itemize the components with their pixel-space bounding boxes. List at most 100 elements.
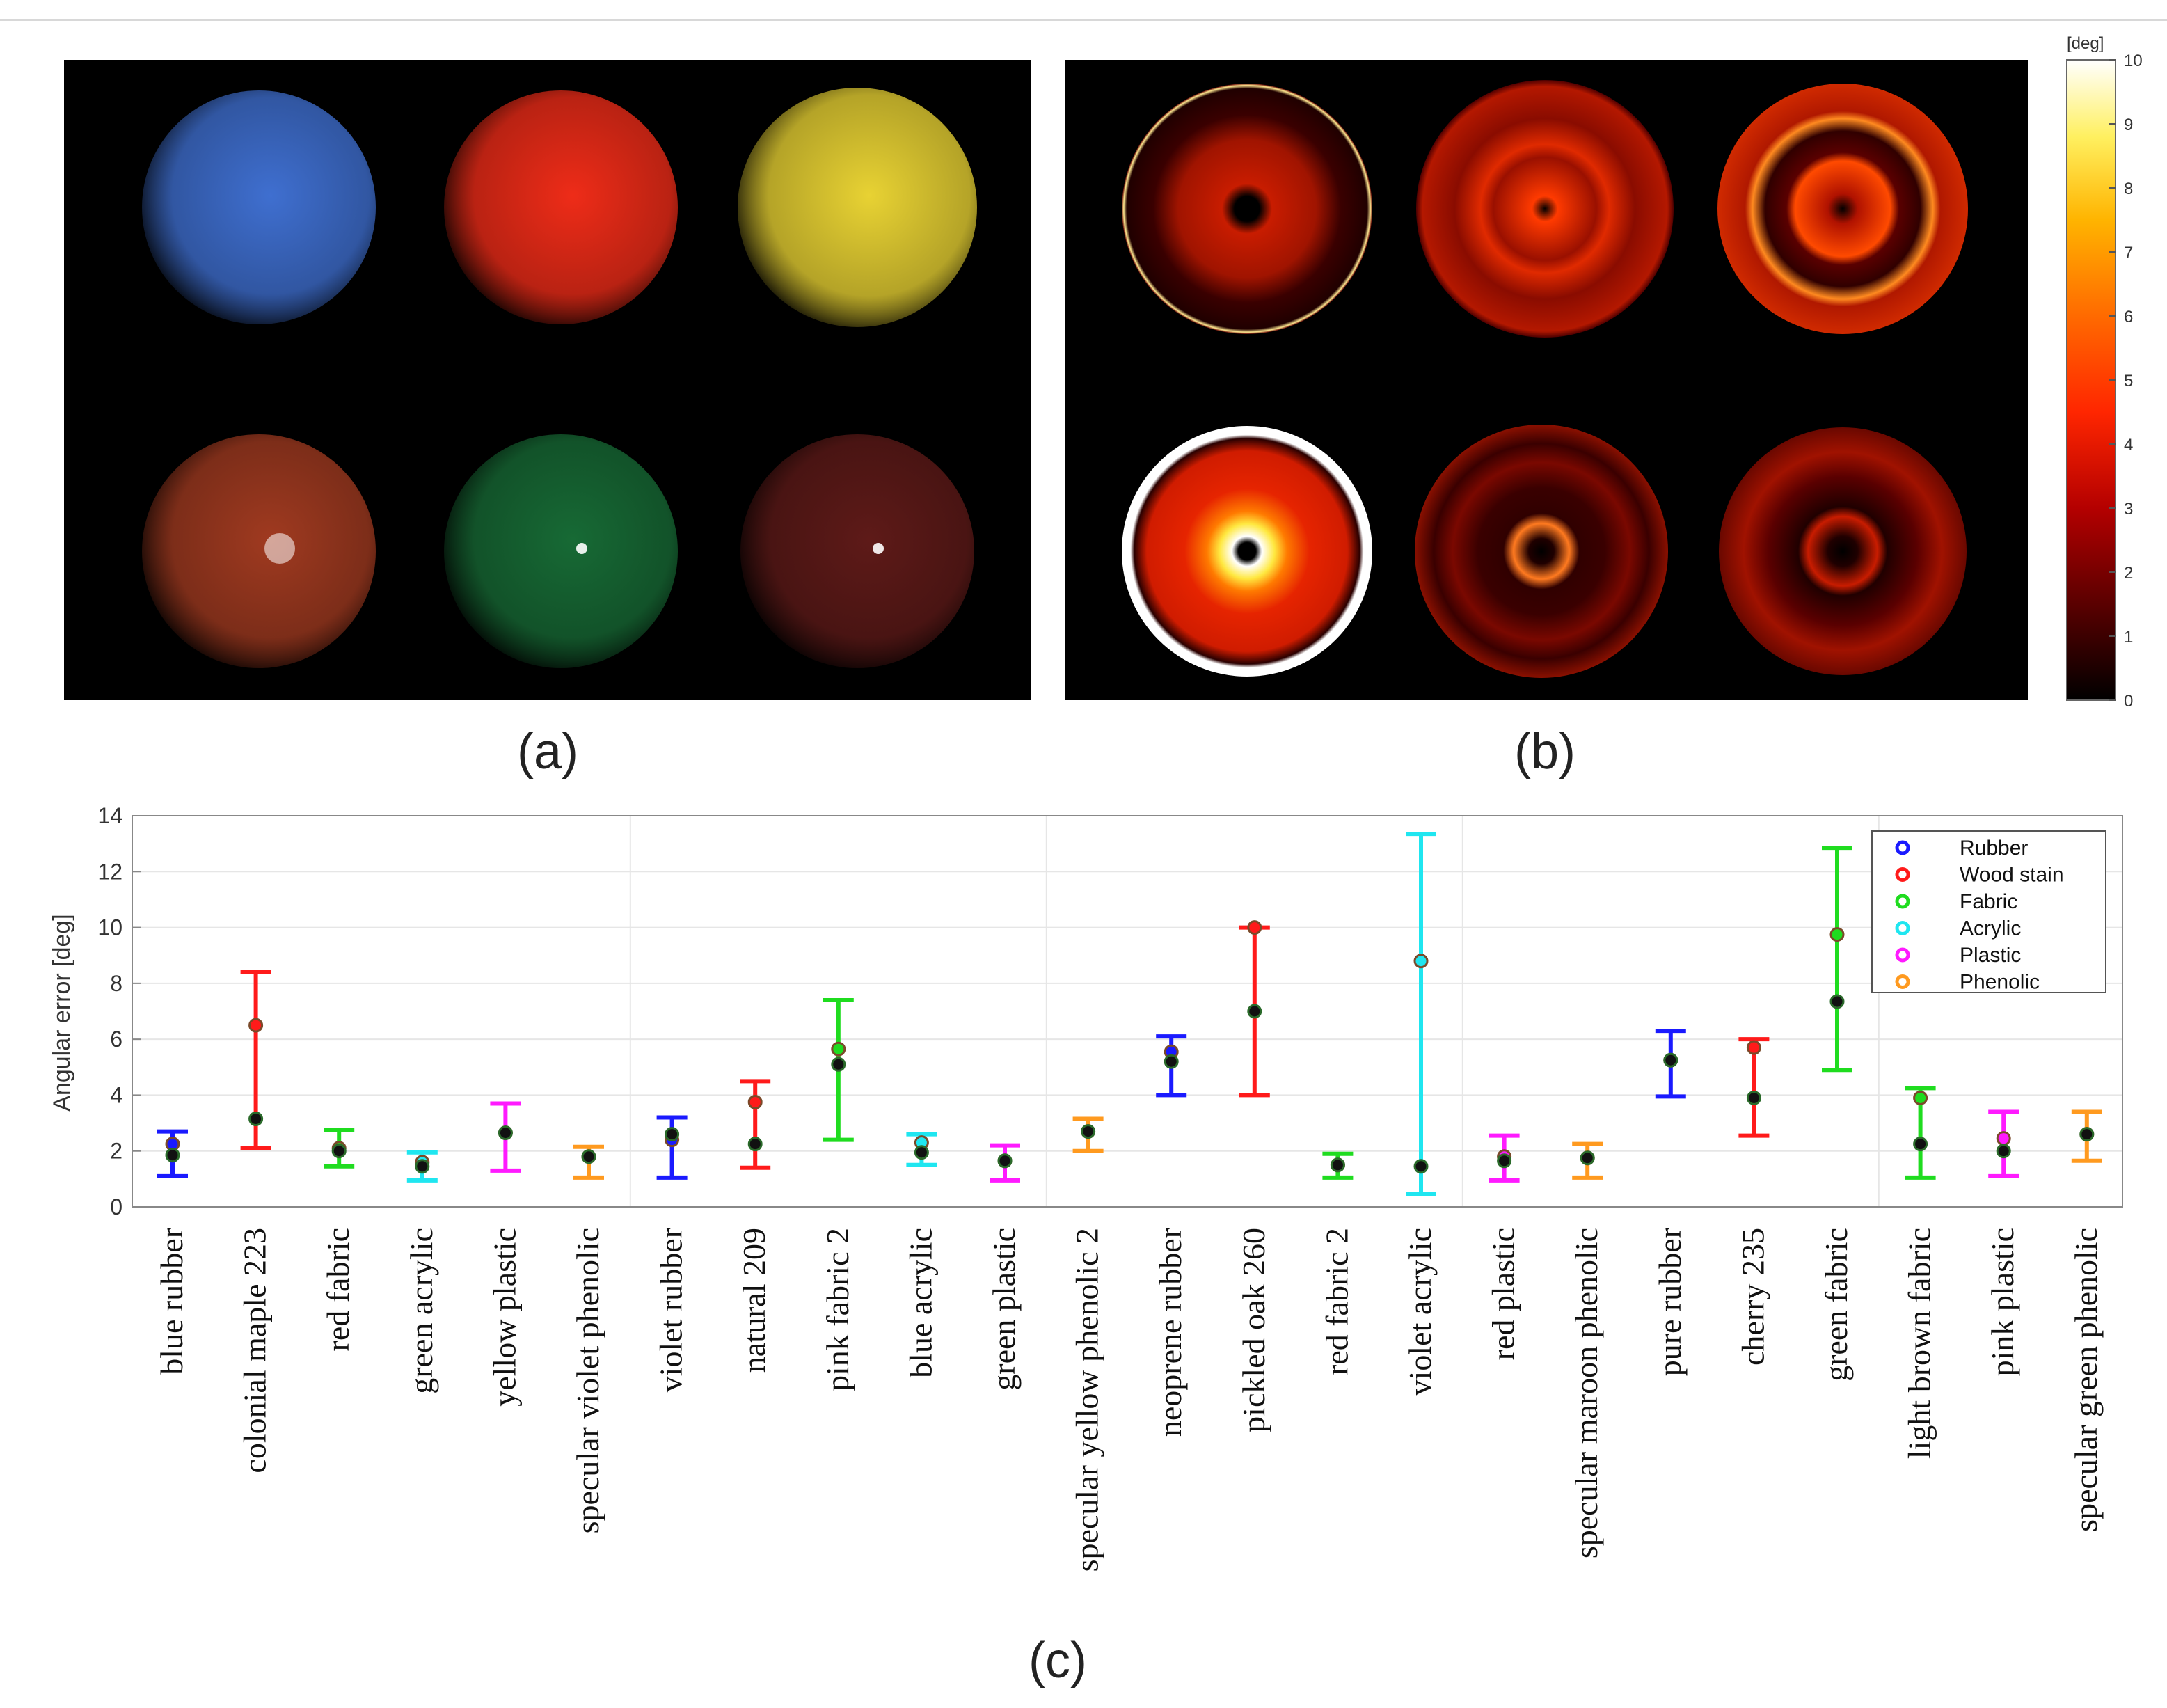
errorbar-violet-acrylic xyxy=(1406,832,1436,1196)
y-tick-label: 4 xyxy=(110,1082,122,1107)
errorbar-pickled-oak-260 xyxy=(1239,920,1270,1098)
y-tick-label: 10 xyxy=(97,915,122,940)
median-marker xyxy=(1497,1153,1512,1169)
errorbar-red-fabric-2 xyxy=(1322,1151,1354,1180)
error-map-1 xyxy=(1122,84,1372,334)
panel-c-chart: 0 2 4 6 8 10 12 14 blue rubber colonial maple 22… xyxy=(49,803,2123,1572)
median-marker xyxy=(1164,1054,1179,1069)
errorbar-specular-maroon-phenolic xyxy=(1572,1141,1603,1180)
category-label: pink plastic xyxy=(1985,1228,2020,1376)
median-marker xyxy=(1580,1150,1595,1166)
specular-highlight xyxy=(264,533,295,564)
category-label: violet rubber xyxy=(653,1228,689,1392)
median-marker xyxy=(1996,1144,2011,1159)
mean-marker xyxy=(1746,1040,1761,1055)
median-marker xyxy=(1413,1159,1429,1174)
errorbar-specular-yellow-phenolic-2 xyxy=(1072,1116,1104,1153)
maroon-sphere xyxy=(740,434,974,668)
y-tick-label: 14 xyxy=(97,803,122,828)
legend-marker xyxy=(1895,840,1910,855)
legend-marker xyxy=(1895,974,1910,989)
category-label: natural 209 xyxy=(736,1228,772,1373)
top-divider-line xyxy=(0,19,2167,21)
errorbar-neoprene-rubber xyxy=(1156,1034,1187,1098)
errorbar-pure-rubber xyxy=(1655,1029,1686,1099)
median-marker xyxy=(2079,1127,2095,1142)
y-tick-label: 6 xyxy=(110,1027,122,1052)
category-label: green acrylic xyxy=(404,1228,439,1394)
category-label: specular yellow phenolic 2 xyxy=(1070,1228,1105,1572)
colorbar-gradient xyxy=(2066,59,2116,701)
errorbar-specular-green-phenolic xyxy=(2071,1109,2102,1163)
category-label: blue rubber xyxy=(154,1228,189,1375)
median-marker xyxy=(831,1057,846,1072)
panel-label-a: (a) xyxy=(517,724,578,780)
errorbar-natural-209 xyxy=(740,1079,771,1170)
legend-label: Wood stain xyxy=(1960,864,2064,887)
colorbar-tick-label: 9 xyxy=(2124,116,2133,134)
mean-marker xyxy=(747,1094,763,1109)
median-marker xyxy=(1913,1137,1928,1152)
errorbar-green-fabric xyxy=(1822,846,1852,1073)
legend-marker xyxy=(1895,894,1910,909)
legend-marker xyxy=(1895,947,1910,963)
category-label: violet acrylic xyxy=(1402,1228,1438,1395)
category-label: yellow plastic xyxy=(486,1228,522,1407)
legend-marker xyxy=(1895,867,1910,882)
errorbar-green-plastic xyxy=(990,1143,1020,1183)
plot-area xyxy=(132,816,2122,1207)
legend-label: Phenolic xyxy=(1960,971,2040,994)
category-label: green plastic xyxy=(986,1228,1022,1391)
errorbar-green-acrylic xyxy=(406,1150,438,1183)
median-marker xyxy=(914,1145,929,1160)
median-marker xyxy=(997,1153,1013,1169)
errorbar-blue-acrylic xyxy=(906,1132,937,1167)
specular-highlight xyxy=(873,543,884,554)
y-tick-label: 8 xyxy=(110,971,122,996)
category-label: neoprene rubber xyxy=(1152,1228,1188,1437)
colorbar-tick-label: 2 xyxy=(2124,564,2133,583)
colorbar-tick-label: 10 xyxy=(2124,52,2143,70)
median-marker xyxy=(1829,994,1845,1009)
yellow-sphere xyxy=(738,88,977,327)
legend-label: Rubber xyxy=(1960,837,2028,860)
legend-label: Plastic xyxy=(1960,944,2021,967)
mean-marker xyxy=(1247,920,1262,935)
blue-sphere xyxy=(142,90,376,324)
category-label: red fabric xyxy=(320,1228,356,1352)
median-marker xyxy=(581,1149,596,1164)
mean-marker xyxy=(1996,1131,2011,1146)
median-marker xyxy=(1746,1090,1761,1105)
error-map-5 xyxy=(1415,425,1668,678)
median-marker xyxy=(415,1159,430,1174)
category-label: specular maroon phenolic xyxy=(1569,1228,1604,1558)
median-marker xyxy=(747,1137,763,1152)
colorbar-tick-label: 7 xyxy=(2124,244,2133,262)
mean-marker xyxy=(831,1041,846,1057)
y-tick-label: 2 xyxy=(110,1139,122,1164)
specular-highlight xyxy=(576,543,587,554)
median-marker xyxy=(165,1148,180,1163)
errorbar-pink-plastic xyxy=(1988,1109,2019,1178)
mean-marker xyxy=(248,1018,264,1033)
plot-frame xyxy=(132,815,2123,1208)
y-tick-label: 0 xyxy=(110,1194,122,1219)
colorbar: [deg] 0 1 2 3 4 5 6 7 8 9 10 xyxy=(2066,34,2143,711)
panel-label-b: (b) xyxy=(1514,724,1575,780)
category-label: cherry 235 xyxy=(1735,1228,1770,1366)
colorbar-unit: [deg] xyxy=(2067,34,2104,53)
legend-marker xyxy=(1895,921,1910,935)
median-marker xyxy=(248,1112,264,1127)
median-marker xyxy=(1081,1124,1096,1139)
colorbar-tick-label: 4 xyxy=(2124,436,2133,454)
legend: Rubber Wood stain Fabric Acrylic Plastic Phen… xyxy=(1871,830,2106,994)
median-marker xyxy=(498,1125,513,1141)
errorbar-yellow-plastic xyxy=(490,1101,521,1173)
panel-label-c: (c) xyxy=(1029,1633,1087,1689)
errorbar-light-brown-fabric xyxy=(1905,1086,1936,1180)
mean-marker xyxy=(1829,927,1845,942)
errorbar-blue-rubber xyxy=(157,1129,188,1178)
error-map-4 xyxy=(1122,426,1372,677)
errorbar-red-plastic xyxy=(1489,1133,1520,1183)
